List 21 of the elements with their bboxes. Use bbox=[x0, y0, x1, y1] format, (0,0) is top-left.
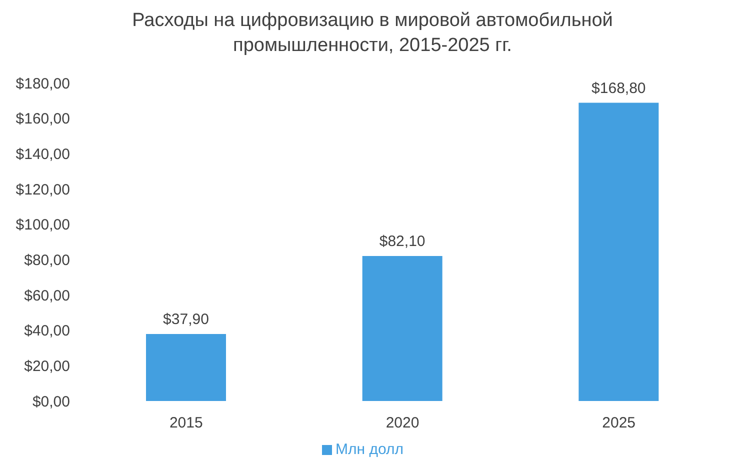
chart-title: Расходы на цифровизацию в мировой автомобильной промышленности, 2015-2025 гг. bbox=[131, 9, 614, 58]
y-tick-label: $40,00 bbox=[24, 322, 70, 340]
x-tick-label: 2020 bbox=[386, 414, 420, 432]
y-tick-label: $140,00 bbox=[16, 146, 70, 163]
y-tick-label: $80,00 bbox=[24, 252, 70, 269]
data-label: $37,90 bbox=[163, 311, 209, 328]
x-tick-label: 2015 bbox=[169, 414, 203, 432]
data-label: $82,10 bbox=[379, 232, 426, 250]
y-tick-label: $20,00 bbox=[24, 358, 70, 375]
y-tick-label: $0,00 bbox=[32, 393, 70, 410]
data-label: $168,80 bbox=[592, 80, 646, 97]
x-tick-label: 2025 bbox=[602, 414, 636, 432]
y-tick-label: $120,00 bbox=[16, 181, 70, 198]
y-tick-label: $60,00 bbox=[24, 287, 70, 304]
y-tick-label: $160,00 bbox=[16, 110, 70, 128]
legend-label: Млн долл bbox=[336, 441, 404, 458]
bar bbox=[578, 102, 659, 401]
bar bbox=[146, 334, 226, 401]
y-tick-label: $180,00 bbox=[16, 75, 70, 92]
bar bbox=[362, 256, 442, 401]
y-tick-label: $100,00 bbox=[16, 216, 70, 234]
